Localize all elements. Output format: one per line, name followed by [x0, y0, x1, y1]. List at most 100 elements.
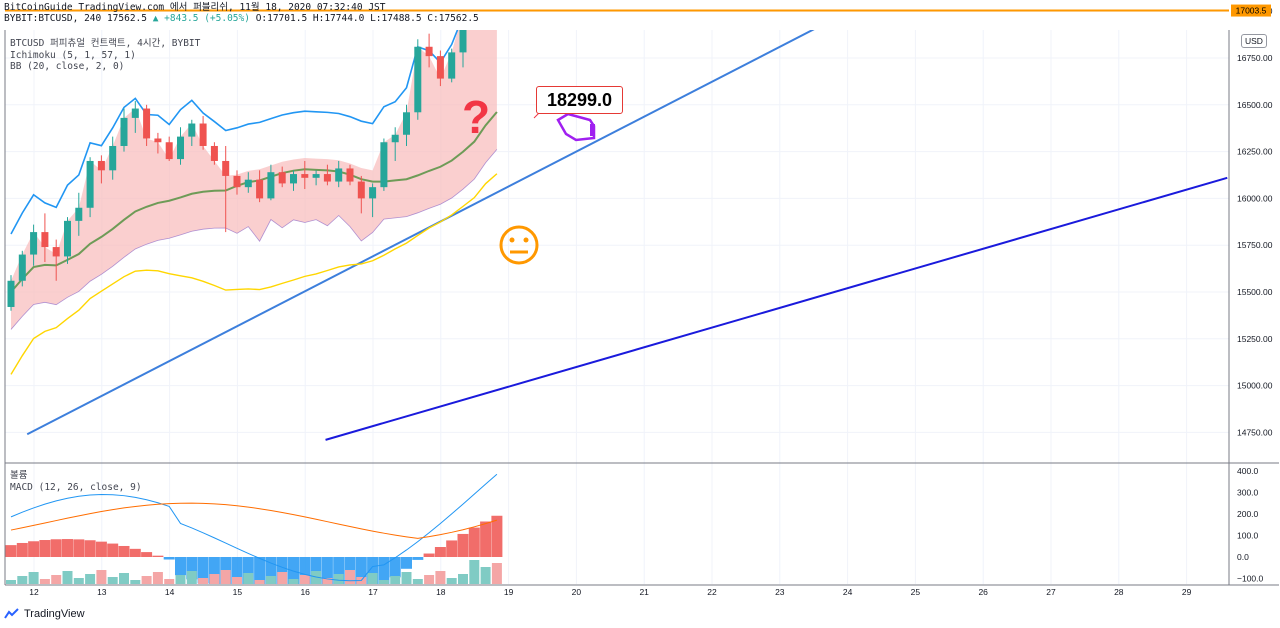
- candle: [143, 104, 151, 146]
- candle: [357, 175, 365, 214]
- candle: [267, 164, 275, 201]
- volume-bar: [175, 575, 186, 584]
- legend-macd[interactable]: MACD (12, 26, close, 9): [10, 481, 142, 493]
- candle: [75, 192, 83, 236]
- question-mark-icon: ?: [462, 91, 490, 143]
- footer-brand: TradingView: [24, 608, 85, 620]
- volume-bar: [209, 574, 220, 584]
- macd-pane: [5, 473, 503, 584]
- time-tick-label: 12: [29, 587, 39, 597]
- candle-body: [436, 56, 444, 79]
- legend-volume[interactable]: 볼륨: [10, 470, 28, 481]
- channel-lines[interactable]: [26, 0, 1228, 441]
- volume-bar: [85, 574, 96, 584]
- chart-header: BitCoinGuide TradingView.com 에서 퍼블리쉬, 11…: [4, 2, 479, 24]
- candle-body: [323, 174, 331, 182]
- legend-bb[interactable]: BB (20, close, 2, 0): [10, 61, 125, 72]
- currency-badge[interactable]: USD: [1241, 34, 1267, 48]
- candle-body: [448, 52, 456, 79]
- macd-histogram-bar: [95, 541, 107, 557]
- candle: [109, 136, 117, 180]
- candle-body: [301, 174, 309, 178]
- volume-bar: [311, 571, 322, 584]
- macd-histogram-bar: [73, 539, 85, 557]
- volume-bar: [288, 579, 299, 584]
- macd-legend: 볼륨 MACD (12, 26, close, 9): [10, 470, 142, 493]
- volume-bar: [401, 572, 412, 584]
- candle: [414, 39, 422, 120]
- candle-body: [120, 117, 128, 146]
- annotations: ?: [462, 91, 596, 265]
- candles[interactable]: [7, 0, 501, 311]
- candle: [177, 127, 184, 165]
- candle-body: [64, 220, 71, 257]
- candle-body: [414, 46, 422, 113]
- macd-histogram-bar: [299, 557, 311, 584]
- macd-tick-label: −100.0: [1237, 574, 1264, 584]
- volume-bar: [39, 579, 50, 584]
- candle-body: [391, 134, 399, 143]
- macd-histogram-bar: [141, 552, 153, 557]
- macd-histogram-bar: [457, 533, 469, 557]
- volume-bar: [243, 573, 254, 584]
- quote-line: BYBIT:BTCUSD, 240 17562.5 ▲ +843.5 (+5.0…: [4, 13, 479, 24]
- volume-bar: [220, 570, 231, 584]
- horizontal-levels[interactable]: [5, 0, 1229, 12]
- macd-line: [10, 473, 498, 582]
- candle: [86, 157, 94, 218]
- price-tick-label: 14750.00: [1237, 427, 1273, 437]
- bb-basis-line: [10, 111, 498, 293]
- volume-bar: [141, 576, 152, 584]
- price-change: ▲ +843.5 (+5.05%): [152, 13, 250, 24]
- volume-bar: [51, 575, 62, 584]
- candle: [278, 166, 286, 188]
- candle-body: [335, 168, 343, 182]
- hand-cuff: [590, 124, 595, 136]
- candle: [290, 170, 297, 191]
- price-tick-label: 15750.00: [1237, 240, 1273, 250]
- volume-bar: [390, 576, 401, 584]
- macd-histogram-bar: [491, 515, 503, 557]
- neutral-face-icon: [499, 225, 539, 265]
- publish-line: BitCoinGuide TradingView.com 에서 퍼블리쉬, 11…: [4, 2, 386, 13]
- candle-body: [256, 179, 264, 199]
- macd-histogram-bar: [276, 557, 288, 584]
- candle-body: [97, 160, 105, 171]
- macd-histogram-bar: [265, 557, 277, 584]
- price-tick-label: 16250.00: [1237, 147, 1273, 157]
- candle: [323, 164, 331, 186]
- macd-histogram-bar: [208, 557, 220, 584]
- volume-bar: [232, 577, 242, 584]
- macd-tick-label: 100.0: [1237, 530, 1259, 540]
- candle-body: [165, 142, 173, 160]
- time-tick-label: 29: [1182, 587, 1192, 597]
- candle: [52, 239, 60, 281]
- candle-body: [154, 138, 162, 143]
- macd-tick-label: 300.0: [1237, 487, 1259, 497]
- candle-body: [278, 172, 286, 184]
- candle-body: [290, 174, 297, 184]
- time-tick-label: 19: [504, 587, 514, 597]
- legend-ichimoku[interactable]: Ichimoku (5, 1, 57, 1): [10, 49, 136, 61]
- macd-histogram-bar: [401, 557, 412, 569]
- macd-histogram-bar: [152, 555, 164, 557]
- macd-histogram-bar: [480, 521, 492, 557]
- legend-title[interactable]: BTCUSD 퍼피츄얼 컨트랙트, 4시간, BYBIT: [10, 38, 201, 49]
- volume-bar: [265, 576, 276, 584]
- candle-body: [75, 207, 83, 221]
- time-tick-label: 23: [775, 587, 785, 597]
- candle-body: [210, 145, 218, 161]
- macd-histogram-bar: [389, 557, 401, 578]
- time-tick-label: 25: [911, 587, 921, 597]
- candle: [188, 119, 196, 146]
- volume-bar: [367, 573, 378, 584]
- time-tick-label: 17: [368, 587, 378, 597]
- macd-histogram-bar: [5, 545, 17, 557]
- macd-histogram-bar: [186, 557, 198, 580]
- macd-histogram-bar: [412, 557, 424, 560]
- candle: [380, 138, 388, 191]
- time-tick-label: 27: [1046, 587, 1056, 597]
- macd-histogram-bar: [118, 545, 130, 557]
- volume-bar: [164, 579, 175, 584]
